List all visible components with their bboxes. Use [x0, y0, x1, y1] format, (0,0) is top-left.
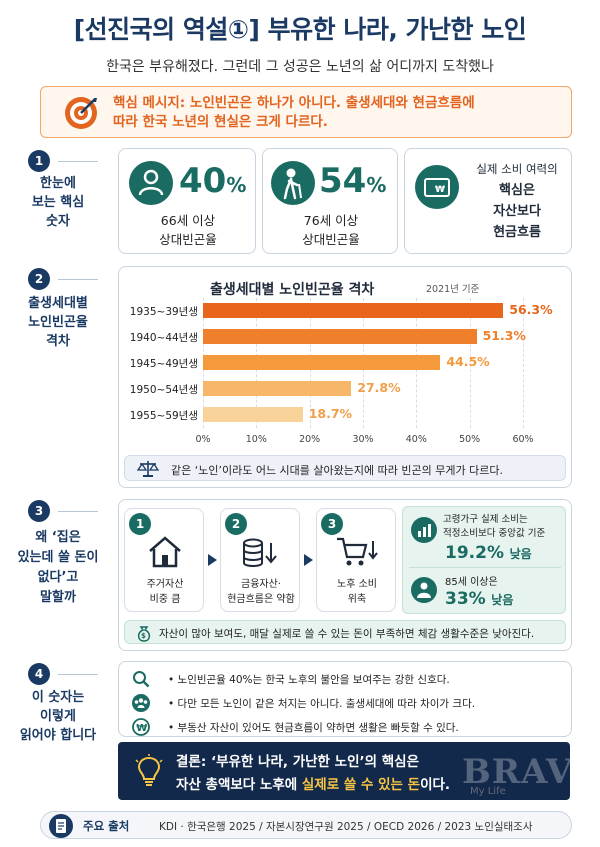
people-group-icon — [132, 694, 150, 712]
step-2-number: 2 — [225, 513, 247, 535]
x-tick-label: 40% — [405, 434, 427, 445]
elderly-person-icon — [271, 161, 315, 205]
bullet-3: • 부동산 자산이 있어도 현금흐름이 약하면 생활은 빠듯할 수 있다. — [168, 722, 459, 734]
section-2-note: 같은 ‘노인’이라도 어느 시대를 살아왔는지에 따라 빈곤의 무게가 다르다. — [124, 455, 566, 481]
section-1-label: 한눈에 보는 핵심 숫자 — [31, 176, 85, 229]
category-label: 1945~49년생 — [129, 358, 198, 370]
grid-line — [523, 298, 524, 428]
bullet-1: • 노인빈곤율 40%는 한국 노후의 불안을 보여주는 강한 신호다. — [168, 674, 450, 686]
category-label: 1935~39년생 — [129, 306, 198, 318]
stat-40-value: 40% — [179, 161, 247, 201]
watermark-logo: BRAVO — [462, 752, 600, 792]
bar — [203, 303, 504, 318]
section-3-label: 왜 ‘집은 있는데 쓸 돈이 없다’고 말할까 — [17, 530, 99, 605]
x-tick-label: 10% — [245, 434, 267, 445]
source-label: 주요 출처 — [83, 819, 130, 833]
cashflow-text: 실제 소비 여력의 핵심은 자산보다 현금흐름 — [476, 162, 558, 240]
step-3-number: 3 — [321, 513, 343, 535]
stat-19-value: 19.2% 낮음 — [445, 543, 532, 563]
section-2-number: 2 — [28, 268, 50, 290]
step-1-number: 1 — [129, 513, 151, 535]
bar-chart-icon — [411, 517, 437, 543]
bar — [203, 355, 441, 370]
document-icon — [49, 814, 73, 838]
x-tick-label: 60% — [512, 434, 534, 445]
stat-54-value: 54% — [319, 161, 387, 201]
bar — [203, 381, 352, 396]
bar — [203, 407, 303, 422]
money-bag-icon: $ — [137, 626, 151, 642]
section-4-number: 4 — [28, 663, 50, 685]
category-label: 1955~59년생 — [129, 410, 198, 422]
source-bar: 주요 출처 KDI · 한국은행 2025 / 자본시장연구원 2025 / O… — [40, 811, 572, 839]
step-1-card: 1 주거자산 비중 큼 — [124, 508, 204, 612]
x-tick-label: 0% — [195, 434, 211, 445]
conclusion-line-2: 자산 총액보다 노후에 실제로 쓸 수 있는 돈이다. — [176, 777, 451, 793]
section-4-card — [118, 661, 572, 737]
section-1-divider — [58, 161, 98, 162]
svg-text:₩: ₩ — [136, 723, 147, 734]
section-3-number: 3 — [28, 500, 50, 522]
x-tick-label: 20% — [299, 434, 321, 445]
consumption-stats-box: 고령가구 실제 소비는 적정소비보다 중앙값 기준 19.2% 낮음 85세 이… — [402, 506, 566, 614]
page-title: [선진국의 역설①] 부유한 나라, 가난한 노인 — [73, 15, 527, 44]
wallet-icon: ₩ — [415, 165, 459, 209]
scale-icon — [137, 461, 159, 477]
watermark-sub: My Life — [470, 786, 506, 797]
coins-down-icon — [243, 538, 277, 567]
cart-down-icon — [337, 537, 378, 566]
category-label: 1940~44년생 — [129, 332, 198, 344]
section-3-note: $ 자산이 많아 보여도, 매달 실제로 쓸 수 있는 돈이 부족하면 체감 생… — [124, 620, 566, 644]
section-3-divider — [58, 511, 98, 512]
step-2-card: 2 금융자산· 현금흐름은 약함 — [220, 508, 300, 612]
x-tick-label: 30% — [352, 434, 374, 445]
svg-text:₩: ₩ — [435, 185, 445, 195]
section-2-divider — [58, 279, 98, 280]
bullet-2: • 다만 모든 노인이 같은 처지는 아니다. 출생세대에 따라 차이가 크다. — [168, 698, 476, 710]
page-subtitle: 한국은 부유해졌다. 그런데 그 성공은 노년의 삶 어디까지 도착했나 — [106, 59, 494, 75]
x-tick-label: 50% — [459, 434, 481, 445]
stat-33-value: 33% 낮음 — [445, 589, 514, 609]
search-icon — [133, 671, 150, 688]
section-2-label: 출생세대별 노인빈곤율 격차 — [28, 296, 88, 349]
grid-line — [469, 298, 471, 428]
section-4-label: 이 숫자는 이렇게 읽어야 합니다 — [19, 690, 97, 743]
elderly-icon — [411, 577, 437, 603]
cashflow-card: ₩ 실제 소비 여력의 핵심은 자산보다 현금흐름 — [404, 148, 572, 254]
bar-value-label: 51.3% — [482, 328, 526, 343]
section-4-divider — [58, 674, 98, 675]
conclusion-line-1: 결론: ‘부유한 나라, 가난한 노인’의 핵심은 — [176, 754, 420, 770]
section-1-number: 1 — [28, 150, 50, 172]
chart-note: 2021년 기준 — [426, 284, 480, 295]
key-message-text: 핵심 메시지: 노인빈곤은 하나가 아니다. 출생세대와 현금흐름에 따라 한국… — [113, 95, 475, 130]
person-icon — [129, 161, 173, 205]
house-icon — [149, 536, 181, 568]
category-label: 1950~54년생 — [129, 384, 198, 396]
target-icon — [65, 97, 97, 129]
bar-value-label: 18.7% — [308, 406, 353, 421]
step-3-card: 3 노후 소비 위축 — [316, 508, 396, 612]
lightbulb-icon — [135, 754, 163, 786]
bar-value-label: 27.8% — [357, 380, 401, 395]
stat-40-caption: 66세 이상 상대빈곤율 — [159, 213, 217, 247]
stat-54-caption: 76세 이상 상대빈곤율 — [302, 213, 360, 247]
bar-value-label: 56.3% — [509, 302, 553, 317]
stat-card-40: 40% 66세 이상 상대빈곤율 — [118, 148, 256, 254]
source-text: KDI · 한국은행 2025 / 자본시장연구원 2025 / OECD 20… — [159, 821, 533, 833]
arrow-right-icon-2 — [304, 554, 313, 566]
svg-text:$: $ — [141, 632, 146, 640]
bar — [203, 329, 477, 344]
stat-card-54: 54% 76세 이상 상대빈곤율 — [262, 148, 398, 254]
bar-value-label: 44.5% — [446, 354, 490, 369]
chart-title: 출생세대별 노인빈곤율 격차 — [210, 282, 375, 298]
conclusion-box: 결론: ‘부유한 나라, 가난한 노인’의 핵심은 자산 총액보다 노후에 실제… — [118, 742, 570, 800]
arrow-right-icon — [208, 554, 217, 566]
key-message-box: 핵심 메시지: 노인빈곤은 하나가 아니다. 출생세대와 현금흐름에 따라 한국… — [40, 86, 572, 138]
won-coin-icon: ₩ — [132, 718, 150, 736]
